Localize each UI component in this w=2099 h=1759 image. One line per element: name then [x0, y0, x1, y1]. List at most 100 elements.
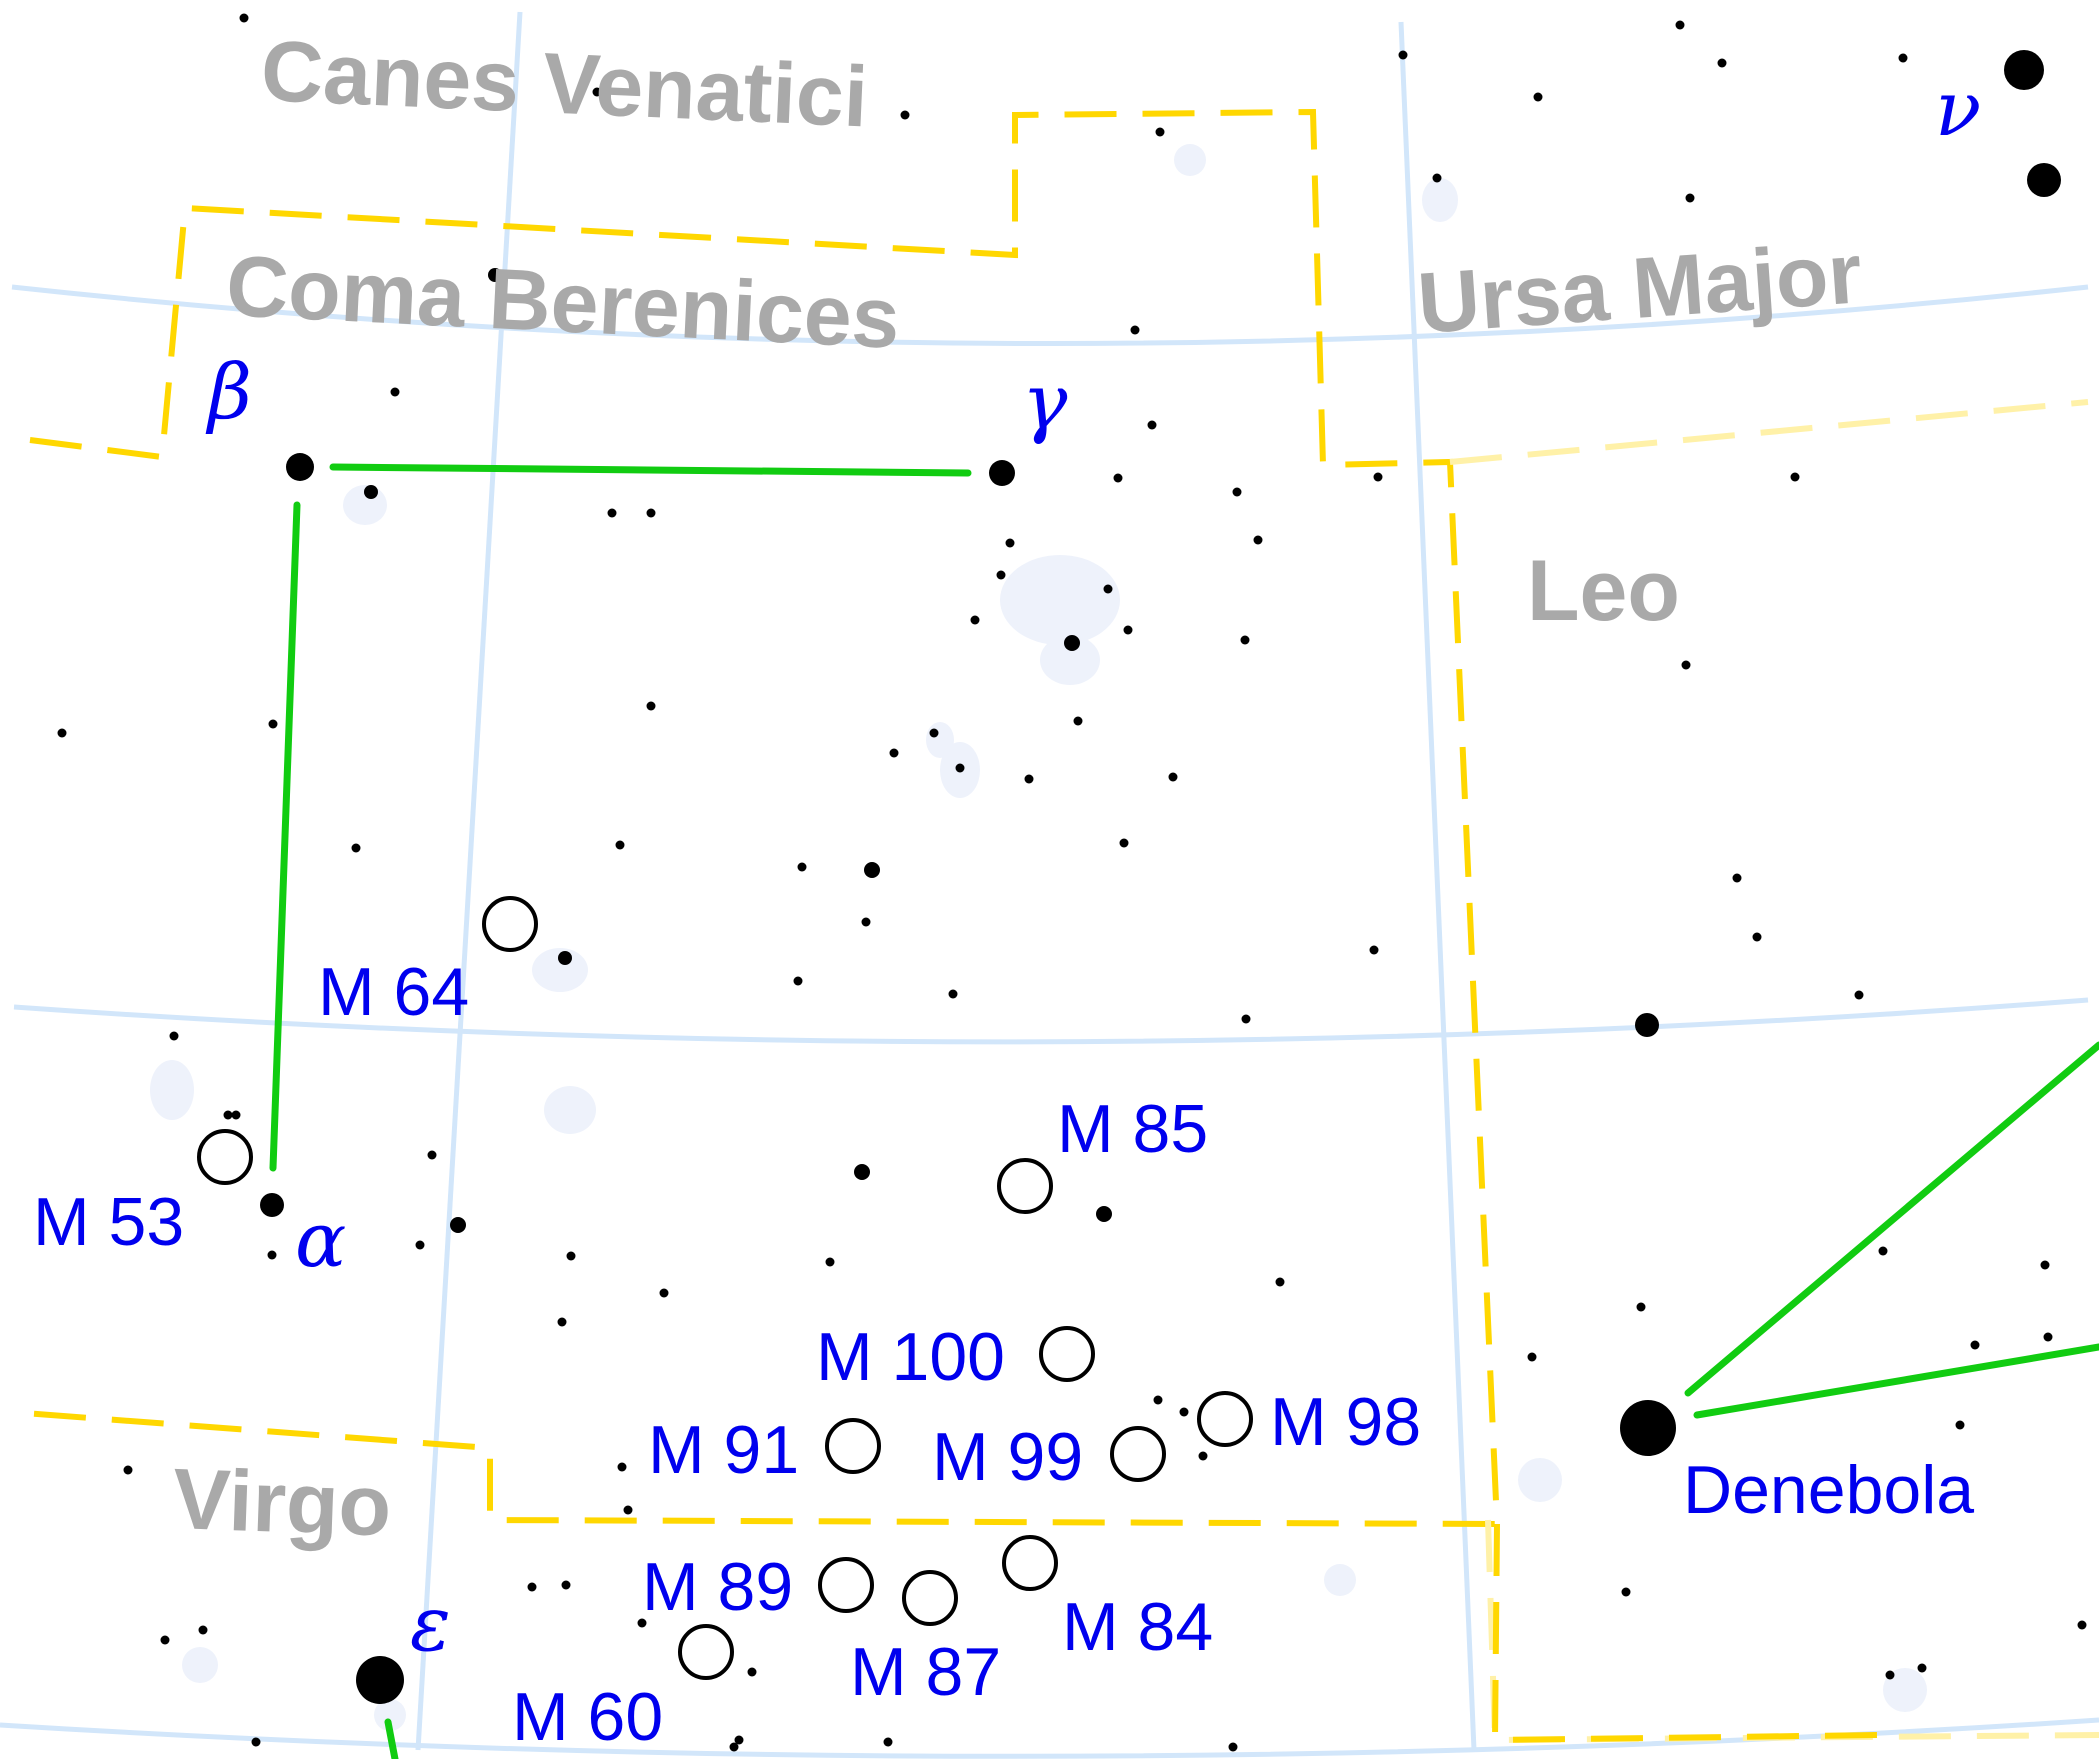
background-star	[2043, 1332, 2053, 1342]
coordinate-grid	[0, 11, 2099, 1759]
label-alpha: α	[295, 1195, 346, 1284]
background-star	[1073, 716, 1083, 726]
background-star	[123, 1465, 133, 1475]
m53-marker	[197, 1129, 253, 1185]
star-gamma	[989, 460, 1015, 486]
label-m85: M 85	[1057, 1091, 1208, 1167]
m99-marker	[1110, 1426, 1166, 1482]
star	[854, 1164, 870, 1180]
constellation-labels: Canes Venatici Coma Berenices Ursa Major…	[171, 23, 1864, 1555]
background-star	[1878, 1246, 1888, 1256]
background-star	[1123, 625, 1133, 635]
object-labels: M 64 M 53 M 85 M 100 M 91 M 99 M 98 M 89…	[33, 954, 1421, 1755]
star-labels: β γ α ε ν Denebola	[205, 64, 1981, 1668]
background-star	[1752, 932, 1762, 942]
background-star	[1432, 173, 1442, 183]
background-star	[1970, 1340, 1980, 1350]
background-star	[793, 976, 803, 986]
background-star	[1198, 1451, 1208, 1461]
background-star	[1240, 635, 1250, 645]
star	[450, 1217, 466, 1233]
right-ascension-line	[1398, 21, 1477, 1751]
label-m89: M 89	[642, 1549, 793, 1625]
background-star	[592, 87, 602, 97]
background-star	[1228, 1742, 1238, 1752]
background-star	[1854, 990, 1864, 1000]
faint-patches	[150, 144, 1927, 1731]
background-star	[1533, 92, 1543, 102]
label-m99: M 99	[932, 1419, 1083, 1495]
label-m60: M 60	[512, 1679, 663, 1755]
background-star	[1675, 20, 1685, 30]
background-star	[1024, 774, 1034, 784]
m91-marker	[825, 1418, 881, 1474]
star-epsilon	[356, 1656, 404, 1704]
label-ursa-major: Ursa Major	[1415, 225, 1865, 352]
background-star	[415, 1240, 425, 1250]
background-star	[57, 728, 67, 738]
background-star	[557, 1317, 567, 1327]
label-nu: ν	[1935, 64, 1981, 153]
background-star	[1147, 420, 1157, 430]
background-star	[797, 862, 807, 872]
background-star	[561, 1580, 571, 1590]
background-star	[1898, 53, 1908, 63]
background-star	[900, 110, 910, 120]
m87-marker	[902, 1570, 958, 1626]
star	[488, 268, 502, 282]
background-star	[351, 843, 361, 853]
boundary-coma-north	[9, 108, 1501, 1528]
background-star	[1955, 1420, 1965, 1430]
deep-sky-markers	[197, 896, 1253, 1680]
background-star	[615, 840, 625, 850]
star	[1064, 635, 1080, 651]
background-star	[1681, 660, 1691, 670]
background-star	[1621, 1587, 1631, 1597]
background-star	[883, 1737, 893, 1747]
star	[1096, 1206, 1112, 1222]
background-star	[1253, 535, 1263, 545]
background-star	[659, 1288, 669, 1298]
m64-marker	[482, 896, 538, 952]
background-star	[607, 508, 617, 518]
background-star	[955, 763, 965, 773]
background-star	[1155, 127, 1165, 137]
background-star	[1636, 1302, 1646, 1312]
label-m91: M 91	[648, 1412, 799, 1488]
background-star	[970, 615, 980, 625]
label-m100: M 100	[816, 1319, 1005, 1395]
background-star	[198, 1625, 208, 1635]
declination-line	[13, 997, 2089, 1045]
coma-line-beta-gamma	[329, 463, 972, 477]
background-star	[1685, 193, 1695, 203]
background-star	[1885, 1670, 1895, 1680]
background-star	[646, 701, 656, 711]
label-m64: M 64	[318, 954, 469, 1030]
background-star	[1241, 1014, 1251, 1024]
m98-marker	[1197, 1391, 1253, 1447]
label-beta: β	[205, 347, 252, 436]
background-star	[617, 1462, 627, 1472]
coma-line-beta-alpha	[269, 501, 301, 1172]
star	[558, 951, 572, 965]
background-star	[1005, 538, 1015, 548]
background-star	[861, 917, 871, 927]
background-stars	[57, 13, 2087, 1752]
background-star	[1179, 1407, 1189, 1417]
label-gamma: γ	[1022, 357, 1068, 446]
background-star	[948, 989, 958, 999]
background-star	[390, 387, 400, 397]
boundary-south	[1491, 1523, 1881, 1744]
star	[864, 862, 880, 878]
background-star	[231, 1110, 241, 1120]
background-star	[929, 728, 939, 738]
star-alpha	[260, 1193, 284, 1217]
background-star	[747, 1667, 757, 1677]
boundary-leo-ursa	[1449, 399, 2089, 465]
background-star	[1373, 472, 1383, 482]
label-m84: M 84	[1062, 1589, 1213, 1665]
label-m53: M 53	[33, 1184, 184, 1260]
background-star	[734, 1735, 744, 1745]
background-star	[1732, 873, 1742, 883]
